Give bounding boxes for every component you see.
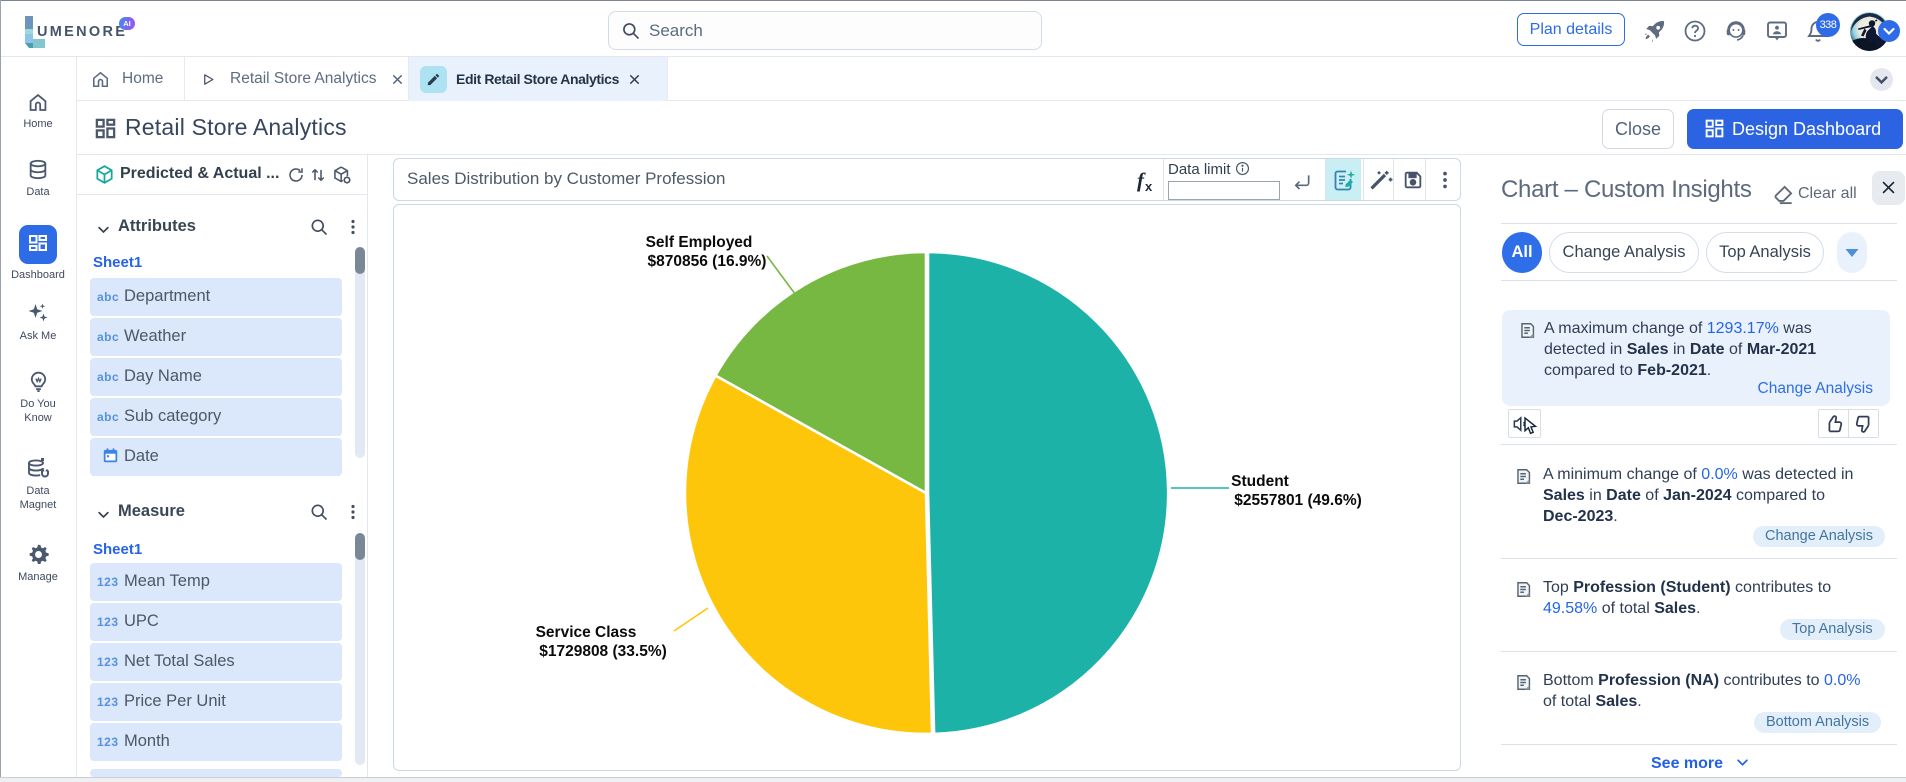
svg-text:$2557801 (49.6%): $2557801 (49.6%) — [1234, 492, 1362, 509]
svg-text:f: f — [1137, 168, 1146, 192]
svg-text:$870856 (16.9%): $870856 (16.9%) — [648, 253, 767, 270]
svg-text:$1729808 (33.5%): $1729808 (33.5%) — [539, 643, 667, 660]
svg-text:x: x — [1145, 179, 1153, 194]
svg-text:Student: Student — [1231, 473, 1289, 490]
svg-text:Service Class: Service Class — [536, 624, 637, 641]
svg-text:UMENORE: UMENORE — [37, 24, 127, 40]
svg-text:Self Employed: Self Employed — [646, 234, 753, 251]
